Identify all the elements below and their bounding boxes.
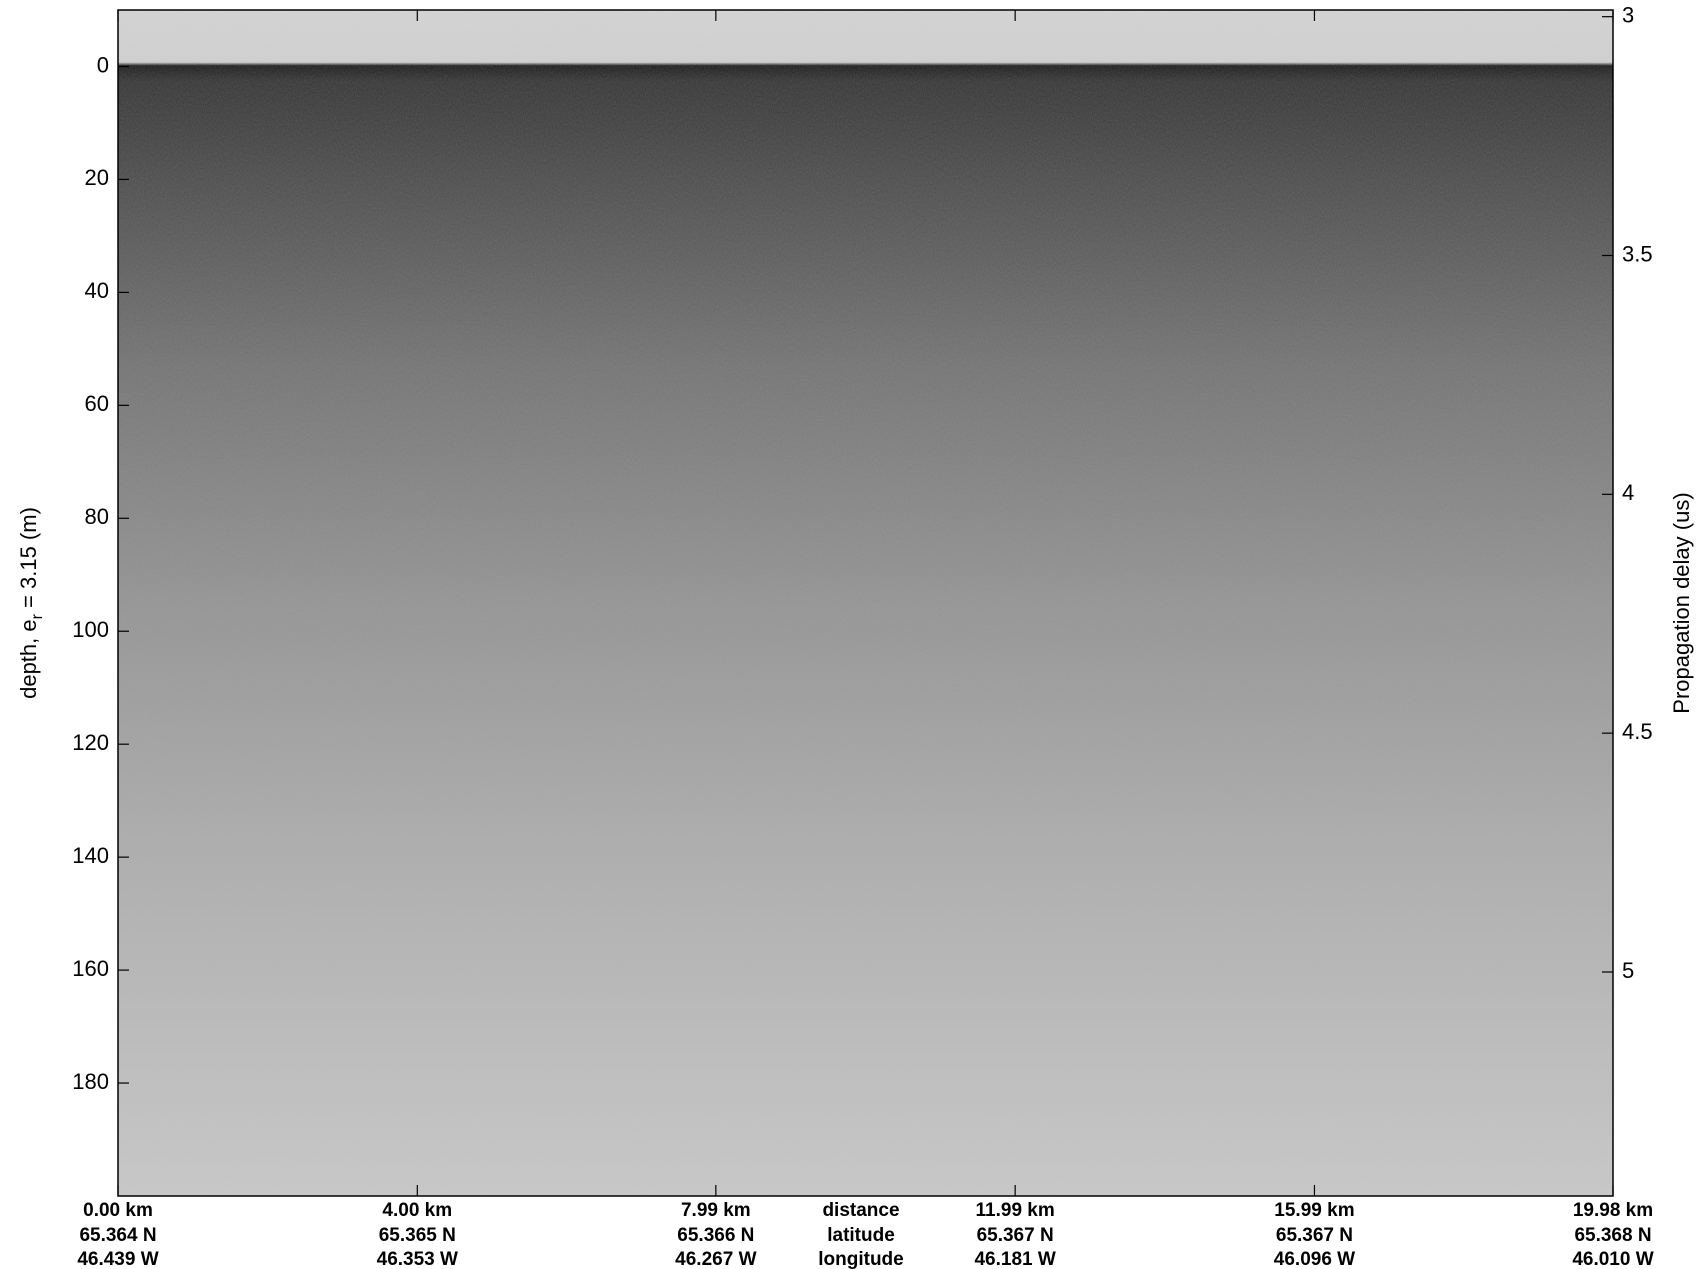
y-tick-label: 100 <box>72 617 109 642</box>
x-tick-label: 4.00 km <box>382 1200 452 1221</box>
y-tick-label: 20 <box>85 165 109 190</box>
longitude-label: 46.096 W <box>1274 1249 1355 1269</box>
y-tick-label: 60 <box>85 391 109 416</box>
y-tick-label: 80 <box>85 504 109 529</box>
y-tick-label: 140 <box>72 843 109 868</box>
y-tick-label: 180 <box>72 1069 109 1094</box>
y-label-part: = 3.15 (m) <box>16 507 41 614</box>
latitude-label: 65.367 N <box>1276 1225 1353 1246</box>
y2-tick-label: 4.5 <box>1622 719 1653 744</box>
y-tick-label: 0 <box>97 52 109 77</box>
y-label-subscript: r <box>29 613 46 619</box>
x-row-title: longitude <box>818 1249 903 1269</box>
latitude-label: 65.364 N <box>79 1225 156 1246</box>
latitude-label: 65.368 N <box>1574 1225 1651 1246</box>
y-axis-label: depth, er = 3.15 (m) <box>16 507 46 699</box>
longitude-label: 46.010 W <box>1572 1249 1653 1269</box>
latitude-label: 65.366 N <box>677 1225 754 1246</box>
y2-tick-label: 3 <box>1622 2 1634 27</box>
y-tick-label: 120 <box>72 730 109 755</box>
longitude-label: 46.267 W <box>675 1249 756 1269</box>
longitude-label: 46.353 W <box>377 1249 458 1269</box>
longitude-label: 46.439 W <box>77 1249 158 1269</box>
x-row-title: distance <box>822 1200 899 1221</box>
y2-tick-label: 4 <box>1622 480 1634 505</box>
echogram-noise <box>118 10 1613 1196</box>
y2-axis-label: Propagation delay (us) <box>1669 492 1694 713</box>
x-tick-label: 19.98 km <box>1573 1200 1653 1221</box>
x-tick-label: 7.99 km <box>681 1200 751 1221</box>
y-tick-label: 40 <box>85 278 109 303</box>
y-label-part: depth, e <box>16 619 41 699</box>
x-tick-label: 15.99 km <box>1274 1200 1354 1221</box>
y-tick-label: 160 <box>72 956 109 981</box>
x-tick-label: 0.00 km <box>83 1200 153 1221</box>
x-tick-label: 11.99 km <box>976 1200 1055 1221</box>
plot-frame <box>117 9 1614 1197</box>
latitude-label: 65.367 N <box>977 1225 1054 1246</box>
longitude-label: 46.181 W <box>974 1249 1055 1269</box>
latitude-label: 65.365 N <box>379 1225 456 1246</box>
y2-tick-label: 5 <box>1622 958 1634 983</box>
x-row-title: latitude <box>827 1225 895 1246</box>
y2-tick-label: 3.5 <box>1622 241 1653 266</box>
